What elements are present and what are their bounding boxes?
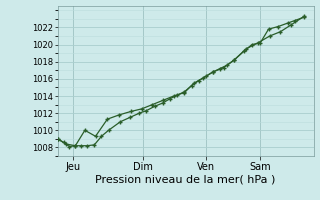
X-axis label: Pression niveau de la mer( hPa ): Pression niveau de la mer( hPa ) [95,174,276,184]
